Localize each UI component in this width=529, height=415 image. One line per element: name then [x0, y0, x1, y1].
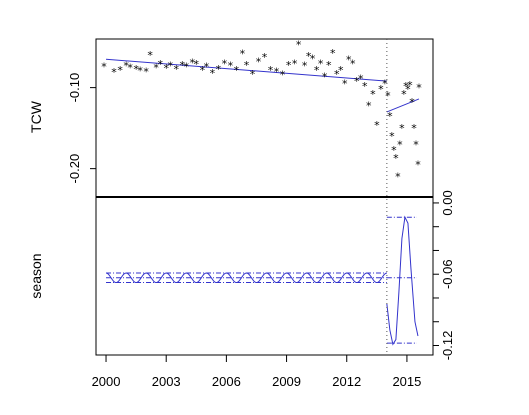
ytick-label-bottom-0: 0.00 [440, 190, 455, 215]
data-point-14: * [180, 59, 186, 72]
season-line-late [386, 215, 419, 346]
data-point-38: * [310, 52, 316, 65]
data-point-69: * [409, 96, 415, 109]
data-point-10: * [157, 58, 163, 71]
data-point-25: * [240, 48, 246, 61]
ytick-label-top-1: -0.10 [67, 73, 82, 103]
data-point-52: * [366, 99, 372, 112]
data-point-56: * [382, 78, 388, 91]
data-point-8: * [147, 49, 153, 62]
data-point-66: * [403, 80, 409, 93]
data-point-20: * [210, 67, 216, 80]
data-point-4: * [127, 61, 133, 74]
data-point-37: * [306, 50, 312, 63]
data-point-63: * [397, 138, 403, 151]
data-point-57: * [385, 90, 391, 103]
data-point-5: * [133, 63, 139, 76]
data-point-46: * [342, 78, 348, 91]
data-point-24: * [234, 64, 240, 77]
data-point-13: * [173, 63, 179, 76]
data-point-51: * [362, 80, 368, 93]
data-point-7: * [143, 65, 149, 78]
data-point-18: * [200, 64, 206, 77]
data-point-34: * [292, 57, 298, 70]
ytick-label-bottom-1: -0.06 [440, 259, 455, 289]
data-point-31: * [274, 65, 280, 78]
data-point-0: * [101, 61, 107, 74]
data-point-58: * [387, 110, 393, 123]
data-point-39: * [314, 64, 320, 77]
data-point-36: * [302, 60, 308, 73]
data-point-11: * [163, 62, 169, 75]
data-point-35: * [296, 39, 302, 52]
data-point-62: * [395, 171, 401, 184]
data-point-43: * [330, 47, 336, 60]
data-point-44: * [334, 68, 340, 81]
data-point-72: * [415, 159, 421, 172]
data-point-45: * [338, 64, 344, 77]
data-point-49: * [354, 75, 360, 88]
data-point-26: * [244, 59, 250, 72]
data-point-6: * [137, 65, 143, 78]
xtick-label-2: 2006 [212, 374, 241, 389]
data-point-9: * [153, 61, 159, 74]
data-point-22: * [222, 57, 228, 70]
xtick-label-1: 2003 [152, 374, 181, 389]
data-point-23: * [228, 60, 234, 73]
ylabel-bottom: season [28, 253, 44, 298]
data-point-47: * [346, 53, 352, 66]
data-point-17: * [194, 58, 200, 71]
data-point-12: * [167, 60, 173, 73]
data-point-19: * [204, 61, 210, 74]
data-point-48: * [350, 57, 356, 70]
data-point-71: * [413, 138, 419, 151]
data-point-27: * [250, 68, 256, 81]
data-point-68: * [407, 79, 413, 92]
data-point-30: * [268, 64, 274, 77]
data-point-28: * [256, 56, 262, 69]
xtick-label-3: 2009 [272, 374, 301, 389]
data-point-54: * [374, 119, 380, 132]
data-point-61: * [393, 152, 399, 165]
xtick-label-0: 2000 [92, 374, 121, 389]
data-point-33: * [286, 59, 292, 72]
data-point-60: * [391, 144, 397, 157]
season-line-early [105, 272, 387, 284]
data-point-29: * [262, 51, 268, 64]
trend-line-0 [105, 58, 387, 82]
xtick-label-5: 2015 [392, 374, 421, 389]
data-point-55: * [378, 83, 384, 96]
data-point-16: * [190, 56, 196, 69]
data-point-64: * [399, 122, 405, 135]
data-point-73: * [416, 82, 422, 95]
data-point-59: * [389, 130, 395, 143]
plot-layer: * * * ** ** **** ** * ** ** ** * * * * ***** ** * ** ******… [67, 38, 455, 389]
data-point-65: * [401, 88, 407, 101]
data-point-40: * [318, 57, 324, 70]
data-point-32: * [280, 69, 286, 82]
data-point-50: * [358, 73, 364, 86]
data-point-3: * [123, 60, 129, 73]
data-point-2: * [117, 64, 123, 77]
panel-bottom-frame [95, 196, 434, 356]
xtick-label-4: 2012 [332, 374, 361, 389]
data-point-21: * [216, 63, 222, 76]
data-point-15: * [184, 61, 190, 74]
data-point-70: * [411, 122, 417, 135]
data-point-53: * [370, 88, 376, 101]
ytick-label-top-0: -0.20 [67, 154, 82, 184]
data-point-42: * [326, 59, 332, 72]
data-point-41: * [322, 70, 328, 83]
trend-line-1 [386, 98, 420, 113]
ylabel-top: TCW [28, 100, 44, 133]
data-point-67: * [405, 83, 411, 96]
data-point-1: * [111, 66, 117, 79]
ytick-label-bottom-2: -0.12 [440, 331, 455, 361]
